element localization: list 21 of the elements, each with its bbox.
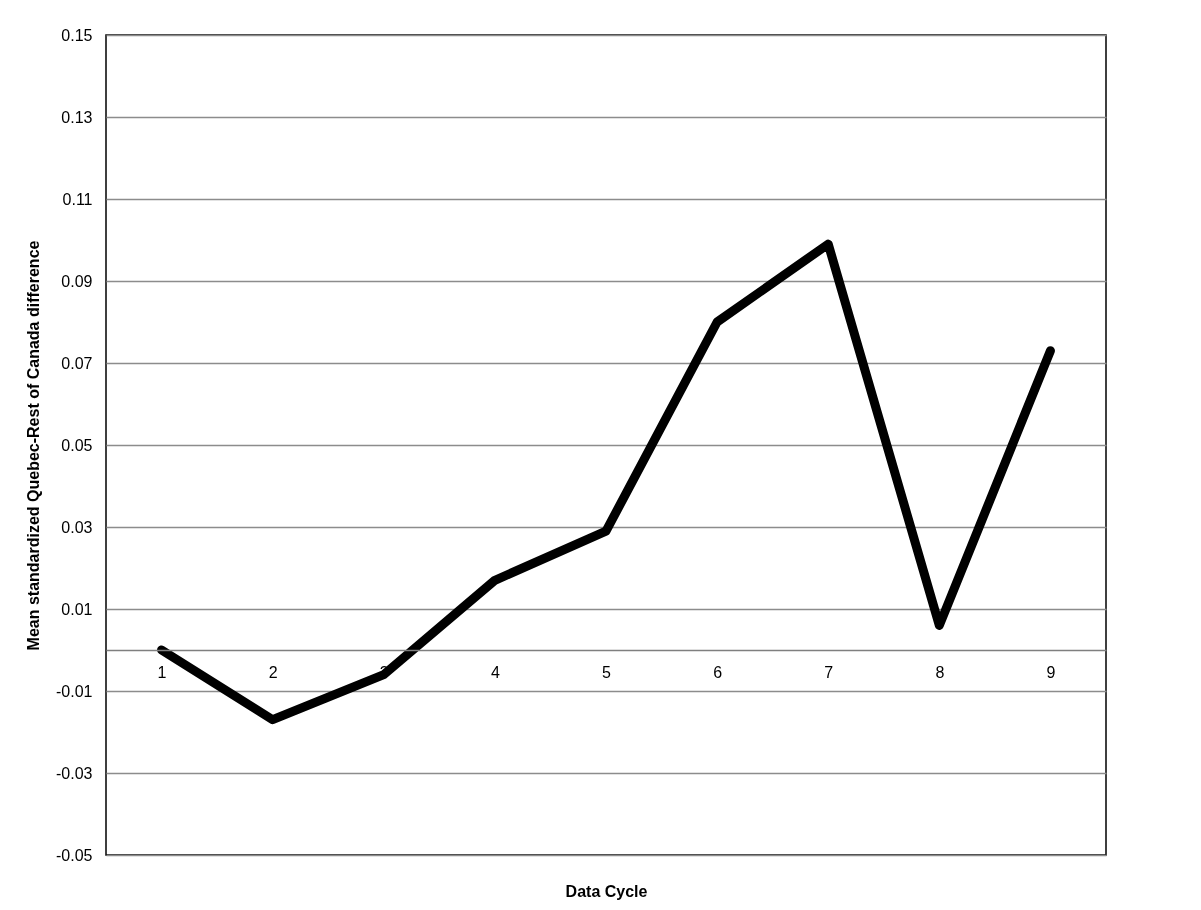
x-tick-label: 4 [490, 663, 500, 681]
y-tick-label: 0.13 [61, 108, 93, 126]
x-tick-label: 8 [935, 663, 945, 681]
y-tick-label: -0.03 [56, 764, 93, 782]
y-tick-label: 0.05 [61, 436, 93, 454]
y-axis-title: Mean standardized Quebec-Rest of Canada difference [25, 240, 43, 651]
x-tick-label: 1 [157, 663, 167, 681]
y-tick-label: 0.07 [61, 354, 93, 372]
y-tick-label: 0.11 [62, 190, 93, 208]
y-tick-label: -0.05 [56, 846, 93, 864]
y-tick-label: 0.09 [61, 272, 93, 290]
x-tick-label: 2 [268, 663, 278, 681]
x-axis-title: Data Cycle [565, 882, 648, 900]
x-tick-label: 9 [1046, 663, 1056, 681]
x-tick-label: 7 [824, 663, 834, 681]
y-tick-label: 0.15 [61, 26, 93, 44]
y-tick-label: 0.03 [61, 518, 93, 536]
x-tick-label: 6 [713, 663, 723, 681]
x-tick-label: 5 [602, 663, 612, 681]
y-tick-label: -0.01 [56, 682, 93, 700]
y-tick-label: 0.01 [61, 600, 93, 618]
